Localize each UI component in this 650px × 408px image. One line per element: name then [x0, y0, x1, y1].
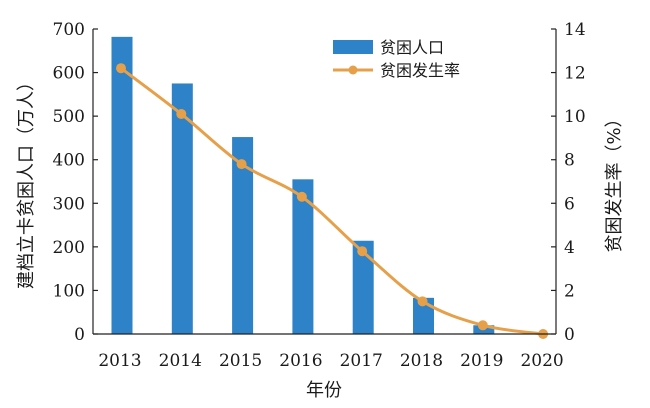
legend-swatch-marker [348, 65, 358, 75]
rate-point-2017 [357, 246, 368, 257]
y-tick-label: 200 [53, 238, 85, 258]
y2-tick-label: 2 [564, 281, 575, 301]
y-tick-label: 600 [53, 64, 85, 84]
x-tick-label: 2018 [400, 351, 443, 371]
x-axis-label: 年份 [306, 380, 342, 401]
x-tick-label: 2015 [219, 351, 262, 371]
legend: 贫困人口 贫困发生率 [333, 38, 460, 80]
y-tick-label: 400 [53, 151, 85, 171]
y-tick-label: 500 [53, 107, 85, 127]
x-tick-label: 2014 [159, 351, 202, 371]
axes [92, 29, 557, 335]
y-tick-label: 300 [53, 194, 85, 214]
line-series [116, 63, 549, 339]
legend-label-line: 贫困发生率 [380, 61, 460, 80]
bar-2018 [413, 297, 434, 334]
bar-2014 [171, 83, 193, 334]
x-tick-label: 2016 [279, 351, 322, 371]
rate-point-2013 [116, 63, 126, 74]
y2-tick-label: 0 [564, 325, 575, 345]
legend-label-bar: 贫困人口 [380, 38, 444, 57]
right-y-axis-label: 贫困发生率（%） [604, 109, 625, 252]
rate-point-2014 [176, 108, 187, 119]
bar-series [111, 36, 495, 334]
y-tick-label: 0 [74, 325, 85, 345]
x-tick-label: 2020 [520, 351, 563, 371]
y2-tick-label: 14 [564, 20, 586, 40]
rate-point-2019 [477, 320, 488, 331]
left-y-axis-label: 建档立卡贫困人口（万人） [16, 73, 37, 289]
right-y-ticks: 0 2 4 6 8 10 12 14 [551, 20, 586, 345]
y2-tick-label: 4 [564, 238, 575, 258]
y2-tick-label: 10 [564, 107, 586, 127]
bar-2016 [292, 179, 314, 334]
x-tick-label: 2019 [460, 351, 503, 371]
bar-2015 [232, 137, 254, 334]
x-ticks: 2013 2014 2015 2016 2017 2018 2019 2020 [98, 351, 563, 371]
y2-tick-label: 6 [564, 194, 575, 214]
y2-tick-label: 12 [564, 64, 586, 84]
rate-point-2015 [236, 159, 247, 170]
rate-point-2018 [417, 296, 428, 307]
rate-point-2016 [296, 191, 307, 202]
x-tick-label: 2017 [340, 351, 383, 371]
y2-tick-label: 8 [564, 151, 575, 171]
y-tick-label: 100 [53, 281, 85, 301]
legend-swatch-bar [333, 40, 373, 54]
y-tick-label: 700 [53, 20, 85, 40]
rate-line [120, 67, 544, 336]
bar-2017 [352, 240, 374, 334]
left-y-ticks: 0 100 200 300 400 500 600 700 [53, 20, 98, 345]
bar-2013 [111, 36, 133, 334]
x-tick-label: 2013 [98, 351, 141, 371]
